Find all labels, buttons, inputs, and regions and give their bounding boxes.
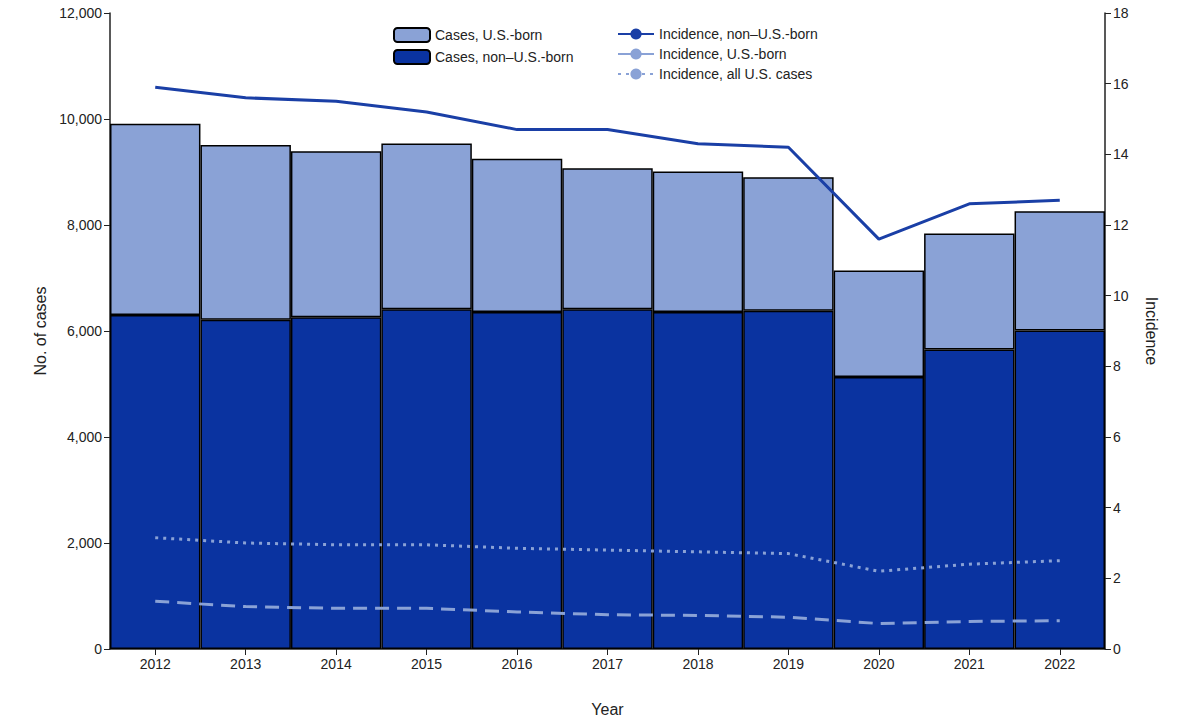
svg-text:2018: 2018 bbox=[682, 656, 713, 672]
svg-text:10,000: 10,000 bbox=[59, 111, 102, 127]
svg-text:0: 0 bbox=[1113, 641, 1121, 657]
svg-text:Incidence, U.S.-born: Incidence, U.S.-born bbox=[659, 46, 787, 62]
svg-text:4: 4 bbox=[1113, 500, 1121, 516]
svg-text:2019: 2019 bbox=[773, 656, 804, 672]
svg-text:Year: Year bbox=[591, 701, 624, 718]
svg-text:2020: 2020 bbox=[863, 656, 894, 672]
svg-text:18: 18 bbox=[1113, 5, 1129, 21]
svg-text:2017: 2017 bbox=[592, 656, 623, 672]
svg-text:8,000: 8,000 bbox=[67, 217, 102, 233]
svg-text:0: 0 bbox=[94, 641, 102, 657]
svg-text:16: 16 bbox=[1113, 76, 1129, 92]
svg-text:2021: 2021 bbox=[954, 656, 985, 672]
svg-text:2022: 2022 bbox=[1044, 656, 1075, 672]
svg-text:2,000: 2,000 bbox=[67, 535, 102, 551]
svg-text:2015: 2015 bbox=[411, 656, 442, 672]
svg-text:Cases, non–U.S.-born: Cases, non–U.S.-born bbox=[435, 49, 574, 65]
svg-text:Incidence, non–U.S.-born: Incidence, non–U.S.-born bbox=[659, 26, 818, 42]
svg-text:14: 14 bbox=[1113, 146, 1129, 162]
svg-text:2: 2 bbox=[1113, 570, 1121, 586]
svg-text:2013: 2013 bbox=[230, 656, 261, 672]
svg-text:12,000: 12,000 bbox=[59, 5, 102, 21]
svg-text:10: 10 bbox=[1113, 288, 1129, 304]
svg-text:Cases, U.S.-born: Cases, U.S.-born bbox=[435, 27, 542, 43]
svg-text:Incidence: Incidence bbox=[1143, 297, 1160, 366]
svg-text:No. of cases: No. of cases bbox=[32, 287, 49, 376]
svg-text:2014: 2014 bbox=[321, 656, 352, 672]
svg-text:6,000: 6,000 bbox=[67, 323, 102, 339]
svg-text:Incidence, all U.S. cases: Incidence, all U.S. cases bbox=[659, 66, 812, 82]
svg-text:4,000: 4,000 bbox=[67, 429, 102, 445]
svg-text:2012: 2012 bbox=[140, 656, 171, 672]
svg-text:8: 8 bbox=[1113, 358, 1121, 374]
svg-text:2016: 2016 bbox=[501, 656, 532, 672]
svg-text:6: 6 bbox=[1113, 429, 1121, 445]
svg-text:12: 12 bbox=[1113, 217, 1129, 233]
